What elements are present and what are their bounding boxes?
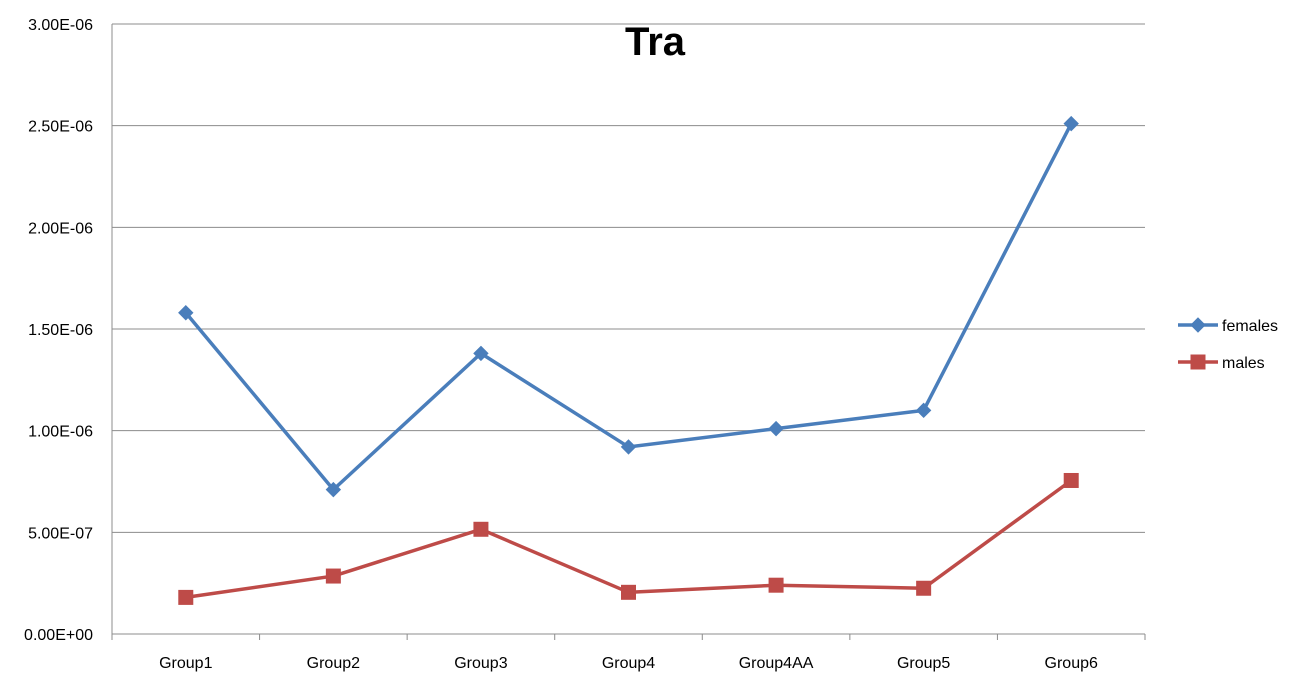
data-point	[473, 521, 489, 537]
data-point	[916, 580, 932, 596]
data-point	[620, 439, 637, 455]
data-point	[178, 589, 194, 605]
x-tick-label: Group3	[454, 655, 507, 672]
series	[178, 115, 1079, 605]
legend-label: males	[1222, 355, 1265, 372]
legend-entry: males	[1178, 354, 1265, 372]
data-point	[621, 584, 636, 600]
data-point	[768, 420, 784, 437]
legend: females males	[1178, 317, 1278, 372]
y-tick-label: 1.00E-06	[28, 424, 93, 441]
x-tick-label: Group2	[307, 655, 360, 672]
data-point	[1063, 472, 1079, 488]
data-point	[178, 305, 194, 321]
axes	[111, 24, 1146, 640]
legend-marker	[1190, 317, 1206, 333]
data-point	[915, 402, 932, 419]
x-tick-label: Group1	[159, 655, 212, 672]
y-axis-tick-labels: 0.00E+00 5.00E-07 1.00E-06 1.50E-06 2.00E-06…	[24, 17, 93, 644]
y-tick-label: 2.00E-06	[28, 220, 93, 237]
data-point	[325, 481, 342, 498]
series-line	[185, 479, 1073, 600]
legend-entry: females	[1178, 317, 1278, 335]
series-males	[178, 472, 1079, 605]
x-tick-label: Group4AA	[739, 655, 814, 672]
chart-title: Tra	[625, 20, 686, 64]
legend-label: females	[1222, 318, 1278, 335]
y-tick-label: 2.50E-06	[28, 119, 93, 136]
series-females	[178, 115, 1079, 498]
x-tick-label: Group6	[1045, 655, 1098, 672]
y-tick-label: 5.00E-07	[28, 525, 93, 542]
y-tick-label: 1.50E-06	[28, 322, 93, 339]
x-axis-tick-labels: Group1 Group2 Group3 Group4 Group4AA Group5 Gr…	[159, 655, 1098, 672]
data-point	[1063, 115, 1079, 132]
legend-marker	[1190, 354, 1206, 370]
y-tick-label: 0.00E+00	[24, 627, 93, 644]
data-point	[768, 577, 784, 593]
series-line	[184, 122, 1073, 492]
y-tick-label: 3.00E-06	[28, 17, 93, 34]
x-tick-label: Group5	[897, 655, 950, 672]
data-point	[325, 568, 341, 584]
x-tick-label: Group4	[602, 655, 655, 672]
data-point	[473, 345, 489, 362]
